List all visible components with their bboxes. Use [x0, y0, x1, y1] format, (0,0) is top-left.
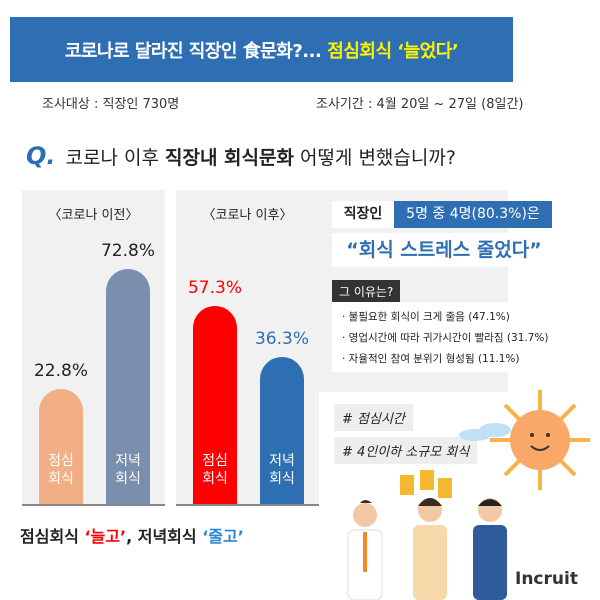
title-banner: 코로나로 달라진 직장인 食문화?... 점심회식 ‘늘었다’: [10, 17, 513, 82]
illustration: [347, 390, 590, 600]
q-bold: 직장내 회식문화: [164, 146, 294, 169]
survey-period: 조사기간 : 4월 20일 ~ 27일 (8일간): [316, 97, 524, 112]
survey-target: 조사대상 : 직장인 730명: [42, 97, 180, 112]
bar-value-label: 36.3%: [254, 328, 309, 349]
chart-after: 〈코로나 이후〉 점심 회식 57.3% 저녁 회식 36.3%: [176, 190, 319, 506]
cloud-icon: [459, 423, 511, 441]
conc-b-q: ‘줄고’: [202, 527, 244, 546]
bar-dinner: 저녁 회식: [106, 269, 150, 504]
stat-who: 직장인: [343, 206, 383, 222]
reasons-title: 그 이유는?: [332, 280, 401, 303]
bar-category-label: 저녁 회식: [269, 453, 295, 487]
tag-small-dinner: # 4인이하 소규모 회식: [334, 437, 478, 464]
bar-dinner: 저녁 회식: [260, 356, 304, 504]
title: 코로나로 달라진 직장인 食문화?...: [64, 40, 322, 62]
conc-sep: ,: [126, 527, 133, 546]
bar-lunch: 점심 회식: [39, 389, 83, 504]
sun-icon: [490, 390, 590, 490]
bar-category-label: 점심 회식: [202, 453, 228, 487]
title-highlight: 점심회식 ‘늘었다’: [327, 40, 459, 62]
incruit-logo: Incruit: [515, 569, 578, 589]
chart-title: 〈코로나 이전〉: [48, 208, 139, 223]
chart-title: 〈코로나 이후〉: [202, 208, 293, 223]
reason-item: · 영업시간에 따라 귀가시간이 빨라짐 (31.7%): [342, 332, 549, 344]
stress-panel: 직장인 5명 중 4명(80.3%)은 “회식 스트레스 줄었다” 그 이유는?…: [312, 190, 556, 392]
q-marker: Q.: [26, 142, 56, 170]
reason-item: · 불필요한 회식이 크게 줄음 (47.1%): [342, 311, 510, 323]
reasons-list: · 불필요한 회식이 크게 줄음 (47.1%) · 영업시간에 따라 귀가시간…: [332, 302, 556, 372]
tag-lunch: # 점심시간: [334, 404, 413, 431]
conc-a-q: ‘늘고’: [84, 527, 127, 546]
bar-value-label: 57.3%: [187, 278, 242, 299]
bar-lunch: 점심 회식: [193, 306, 237, 504]
stress-quote: “회식 스트레스 줄었다”: [332, 233, 556, 267]
bar-value-label: 22.8%: [33, 361, 88, 382]
bar-category-label: 점심 회식: [48, 453, 74, 487]
chart-before: 〈코로나 이전〉 점심 회식 22.8% 저녁 회식 72.8%: [22, 190, 165, 506]
stat-row: 직장인 5명 중 4명(80.3%)은: [332, 201, 552, 228]
bar-value-label: 72.8%: [100, 241, 155, 262]
stat-value: 5명 중 4명(80.3%)은: [394, 201, 552, 228]
conc-a: 점심회식: [20, 527, 79, 546]
q-pre: 코로나 이후: [65, 146, 159, 169]
conc-b: 저녁회식: [137, 527, 197, 546]
q-post: 어떻게 변했습니까?: [299, 146, 456, 169]
people-cheers-illustration: [347, 470, 507, 600]
reason-item: · 자율적인 참여 분위기 형성됨 (11.1%): [342, 353, 520, 365]
bar-category-label: 저녁 회식: [115, 453, 141, 487]
conclusion: 점심회식 ‘늘고’, 저녁회식 ‘줄고’: [20, 523, 244, 547]
question: Q. 코로나 이후 직장내 회식문화 어떻게 변했습니까?: [26, 142, 456, 170]
